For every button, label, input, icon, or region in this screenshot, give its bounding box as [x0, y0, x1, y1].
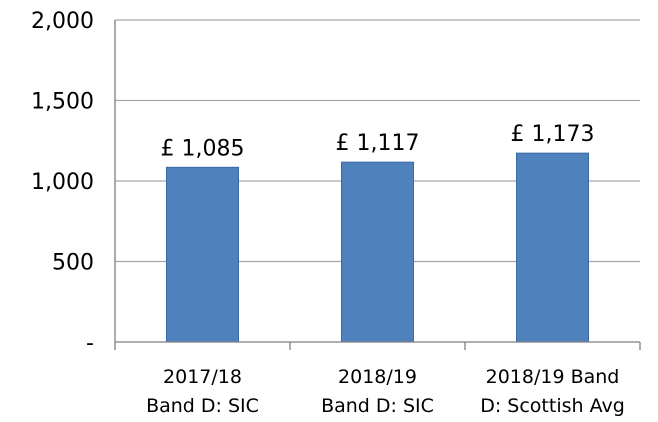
data-label: £ 1,085: [161, 136, 245, 161]
bar: [341, 161, 414, 343]
bar: [516, 152, 589, 343]
bars: [166, 152, 589, 343]
x-category-label: 2017/18: [163, 366, 242, 388]
x-category-label: Band D: SIC: [321, 395, 434, 417]
y-tick-label: 1,500: [31, 90, 94, 115]
axes: [114, 20, 641, 350]
y-axis-tick-labels: - 500 1,000 1,500 2,000: [31, 9, 94, 356]
y-tick-label: 1,000: [31, 170, 94, 195]
x-category-label: D: Scottish Avg: [480, 395, 625, 417]
y-tick-label: 2,000: [31, 9, 94, 34]
y-tick-label: -: [86, 331, 94, 356]
data-label: £ 1,173: [511, 122, 595, 147]
bar: [166, 166, 239, 343]
x-axis-category-labels: 2017/18 Band D: SIC 2018/19 Band D: SIC 2018…: [146, 366, 625, 417]
data-labels: £ 1,085 £ 1,117 £ 1,173: [161, 122, 595, 161]
data-label: £ 1,117: [336, 131, 420, 156]
x-category-label: 2018/19 Band: [486, 366, 620, 388]
x-category-label: Band D: SIC: [146, 395, 259, 417]
y-tick-label: 500: [52, 251, 94, 276]
x-category-label: 2018/19: [338, 366, 417, 388]
